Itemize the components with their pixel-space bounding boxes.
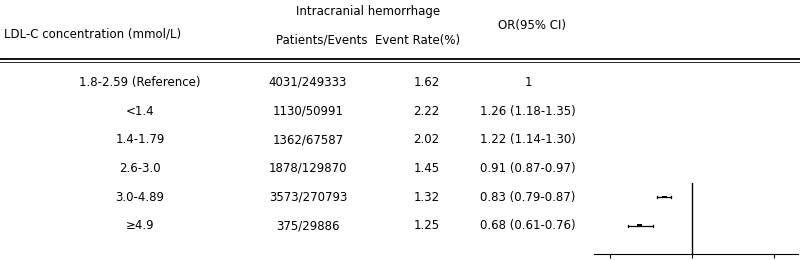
- Text: <1.4: <1.4: [126, 105, 154, 118]
- Text: 1.45: 1.45: [414, 162, 439, 175]
- Text: 1.62: 1.62: [414, 76, 439, 89]
- Text: 2.22: 2.22: [414, 105, 439, 118]
- Text: 4031/249333: 4031/249333: [269, 76, 347, 89]
- Text: 1.22 (1.14-1.30): 1.22 (1.14-1.30): [480, 133, 576, 146]
- Text: 1130/50991: 1130/50991: [273, 105, 343, 118]
- FancyBboxPatch shape: [637, 224, 642, 227]
- Text: 1: 1: [524, 76, 532, 89]
- FancyBboxPatch shape: [662, 196, 666, 198]
- Text: 3573/270793: 3573/270793: [269, 191, 347, 204]
- Text: 3.0-4.89: 3.0-4.89: [115, 191, 165, 204]
- Text: 1.25: 1.25: [414, 219, 439, 232]
- Text: 375/29886: 375/29886: [276, 219, 340, 232]
- Text: 1.4-1.79: 1.4-1.79: [115, 133, 165, 146]
- Text: 1.8-2.59 (Reference): 1.8-2.59 (Reference): [79, 76, 201, 89]
- Text: ≥4.9: ≥4.9: [126, 219, 154, 232]
- FancyBboxPatch shape: [726, 139, 730, 141]
- Text: 0.83 (0.79-0.87): 0.83 (0.79-0.87): [480, 191, 576, 204]
- Text: 2.02: 2.02: [414, 133, 439, 146]
- Text: LDL-C concentration (mmol/L): LDL-C concentration (mmol/L): [4, 27, 181, 40]
- Text: 0.91 (0.87-0.97): 0.91 (0.87-0.97): [480, 162, 576, 175]
- FancyBboxPatch shape: [674, 167, 680, 170]
- Text: 1878/129870: 1878/129870: [269, 162, 347, 175]
- Text: 2.6-3.0: 2.6-3.0: [119, 162, 161, 175]
- FancyBboxPatch shape: [732, 110, 737, 112]
- Text: OR(95% CI): OR(95% CI): [498, 20, 566, 32]
- Text: 1.32: 1.32: [414, 191, 439, 204]
- Text: 1362/67587: 1362/67587: [273, 133, 343, 146]
- Text: 0.68 (0.61-0.76): 0.68 (0.61-0.76): [480, 219, 576, 232]
- Text: Patients/Events  Event Rate(%): Patients/Events Event Rate(%): [276, 34, 460, 47]
- Text: 1.26 (1.18-1.35): 1.26 (1.18-1.35): [480, 105, 576, 118]
- Text: Intracranial hemorrhage: Intracranial hemorrhage: [296, 5, 440, 18]
